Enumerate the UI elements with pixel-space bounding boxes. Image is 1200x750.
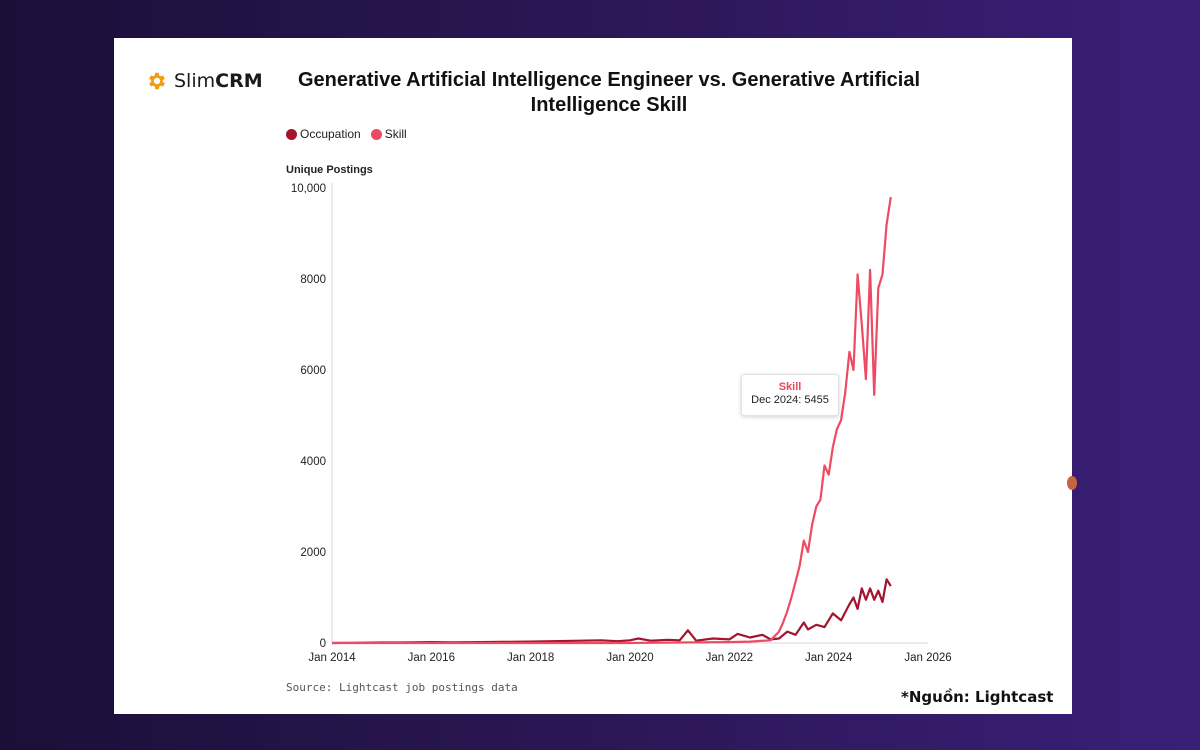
- chart-card: Slim CRM Generative Artificial Intelligen…: [114, 38, 1072, 714]
- slimcrm-logo: Slim CRM: [146, 68, 263, 94]
- x-tick-label: Jan 2022: [706, 652, 753, 664]
- legend-label-skill: Skill: [384, 127, 407, 141]
- x-tick-label: Jan 2020: [606, 652, 653, 664]
- source-footnote: *Nguồn: Lightcast: [901, 688, 1054, 706]
- gear-icon: [149, 72, 165, 90]
- legend-dot-skill: [370, 128, 382, 140]
- y-tick-label: 2000: [300, 547, 326, 559]
- occupation-line: [331, 578, 892, 645]
- x-tick-label: Jan 2016: [408, 652, 455, 664]
- tooltip-value: Dec 2024: 5455: [751, 394, 829, 406]
- x-tick-label: Jan 2026: [904, 652, 951, 664]
- legend-item-occupation[interactable]: Occupation: [286, 127, 361, 141]
- tooltip-series: Skill: [778, 381, 802, 393]
- chart-legend: Occupation Skill: [286, 127, 407, 141]
- y-tick-label: 0: [320, 638, 326, 650]
- x-tick-label: Jan 2014: [308, 652, 356, 664]
- chart-title: Generative Artificial Intelligence Engin…: [297, 69, 921, 116]
- line-chart: Unique Postings 0 2000 4000 6000 8000 10,000 Ja…: [286, 164, 952, 664]
- y-axis-label: Unique Postings: [286, 164, 373, 176]
- y-tick-label: 8000: [300, 274, 326, 286]
- y-tick-label: 4000: [300, 456, 326, 468]
- legend-dot-occupation: [286, 128, 297, 140]
- x-tick-label: Jan 2018: [507, 652, 554, 664]
- brand-light: Slim: [174, 70, 216, 92]
- y-tick-label: 6000: [300, 365, 326, 377]
- source-note: Source: Lightcast job postings data: [286, 681, 518, 694]
- y-tick-label: 10,000: [291, 183, 326, 195]
- edge-decoration: [1067, 476, 1077, 490]
- chart-tooltip: Skill Dec 2024: 5455: [741, 374, 839, 416]
- legend-label-occupation: Occupation: [300, 127, 361, 141]
- x-tick-label: Jan 2024: [805, 652, 853, 664]
- brand-bold: CRM: [215, 70, 263, 92]
- skill-line: [332, 196, 892, 645]
- legend-item-skill[interactable]: Skill: [370, 127, 407, 141]
